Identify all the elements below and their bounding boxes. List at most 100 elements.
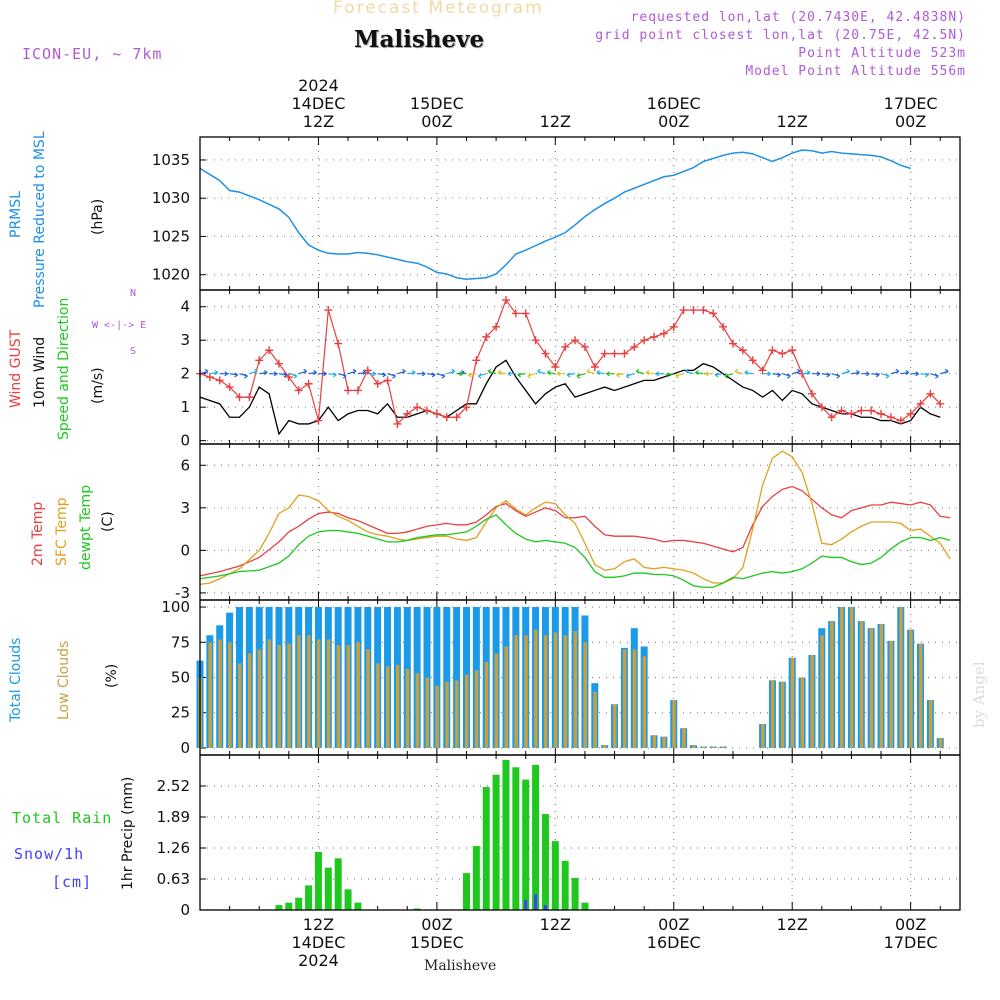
low-cloud-bar: [800, 677, 805, 748]
wind-direction-arrow: [890, 368, 900, 375]
time-axis-top-label: 00Z: [421, 112, 452, 131]
wind-direction-arrow: [792, 368, 801, 375]
y-tick-label: 2: [180, 365, 190, 383]
wind-direction-arrow: [851, 369, 860, 375]
gust-marker: [580, 342, 589, 351]
gust-marker: [689, 306, 698, 315]
gust-marker: [245, 393, 254, 402]
gust-marker: [719, 322, 728, 331]
gust-marker: [778, 349, 787, 358]
y-tick-label: 0: [180, 739, 190, 757]
wind-direction-arrow: [357, 369, 367, 375]
wind-direction-arrow: [734, 368, 744, 375]
wind-direction-arrow: [259, 369, 268, 375]
time-axis-top-label: 12Z: [303, 112, 334, 131]
time-axis-top-label: 16DEC: [647, 94, 701, 113]
rain-bar: [492, 774, 500, 910]
gust-marker: [768, 346, 777, 355]
gust-marker: [294, 386, 303, 395]
rain-bar: [305, 885, 313, 910]
low-cloud-bar: [593, 691, 597, 748]
low-cloud-bar: [642, 656, 647, 748]
panel-frame: [199, 754, 961, 911]
y-tick-label: 25: [171, 704, 190, 722]
gust-marker: [314, 416, 323, 425]
wind-direction-arrow: [861, 371, 870, 377]
y-tick-label: 1030: [152, 189, 190, 207]
wind-direction-arrow: [606, 371, 615, 377]
gust-marker: [492, 322, 501, 331]
low-cloud-bar: [316, 639, 321, 748]
wind-direction-arrow: [229, 372, 238, 378]
low-cloud-bar: [257, 649, 262, 748]
wind-direction-arrow: [871, 372, 880, 378]
low-cloud-bar: [632, 649, 637, 748]
low-cloud-bar: [613, 704, 617, 748]
rain-bar: [502, 759, 510, 910]
rain-bar: [472, 846, 480, 910]
location-title: Malisheve: [354, 26, 485, 53]
panel-frame: [199, 136, 961, 291]
sfc-temp-line: [199, 450, 951, 586]
gust-marker: [373, 379, 382, 388]
wind-direction-arrow: [397, 368, 406, 375]
time-axis-bottom-label: 00Z: [421, 915, 452, 934]
low-cloud-bar: [889, 640, 893, 748]
gust-marker: [235, 393, 244, 402]
gust-marker: [748, 356, 757, 365]
low-cloud-bar: [573, 631, 578, 748]
gust-marker: [511, 309, 520, 318]
low-cloud-bar: [938, 738, 943, 748]
wind-direction-arrow: [417, 371, 426, 377]
rain-bar: [522, 779, 530, 910]
rain-bar: [512, 767, 520, 910]
low-cloud-bar: [534, 629, 538, 748]
wind-direction-arrow: [665, 372, 674, 378]
low-cloud-bar: [346, 645, 351, 748]
wind-direction-arrow: [772, 372, 781, 378]
rain-bar: [285, 902, 293, 910]
gust-marker: [413, 403, 422, 412]
time-axis-bottom-label: 16DEC: [647, 933, 701, 952]
wind-direction-arrow: [704, 371, 714, 377]
time-axis-bottom-label: 14DEC: [291, 933, 345, 952]
low-cloud-bar: [366, 649, 370, 748]
rain-bar: [462, 873, 470, 910]
panel-frame: [199, 289, 961, 445]
dewpt-line: [199, 514, 951, 588]
total-cloud-bar: [433, 607, 441, 748]
wind-direction-arrow: [487, 368, 497, 375]
wind-direction-arrow: [426, 372, 436, 378]
rain-bar: [571, 878, 579, 910]
gust-marker: [265, 346, 274, 355]
time-axis-bottom-label: 00Z: [658, 915, 689, 934]
rain-bar: [295, 897, 303, 910]
low-cloud-bar: [504, 646, 508, 748]
low-cloud-bar: [336, 645, 341, 748]
low-cloud-bar: [780, 681, 785, 748]
low-cloud-bar: [395, 664, 400, 748]
wind-direction-arrow: [566, 372, 576, 378]
time-axis-top-label: 12Z: [540, 112, 571, 131]
low-cloud-bar: [356, 642, 360, 748]
wind-direction-arrow: [821, 372, 831, 378]
wind-direction-arrow: [744, 369, 753, 375]
gust-marker: [393, 419, 402, 428]
wind-direction-arrow: [377, 372, 386, 378]
supertitle: Forecast Meteogram: [333, 0, 544, 18]
wind-direction-arrow: [655, 371, 664, 377]
y-tick-label: 4: [180, 298, 190, 316]
gust-marker: [541, 349, 550, 358]
y-tick-label: 0: [180, 432, 190, 450]
gust-marker: [215, 376, 224, 385]
y-tick-label: 1020: [152, 266, 190, 284]
time-axis-bottom-label: 17DEC: [884, 933, 938, 952]
gust-marker: [630, 342, 639, 351]
time-axis-bottom-label: 12Z: [540, 915, 571, 934]
gust-marker: [679, 306, 688, 315]
low-cloud-bar: [474, 670, 479, 748]
wind-direction-arrow: [458, 371, 467, 377]
y-tick-label: 2.52: [157, 777, 190, 795]
y-tick-label: 1025: [152, 227, 190, 245]
wind-direction-arrow: [762, 371, 771, 377]
